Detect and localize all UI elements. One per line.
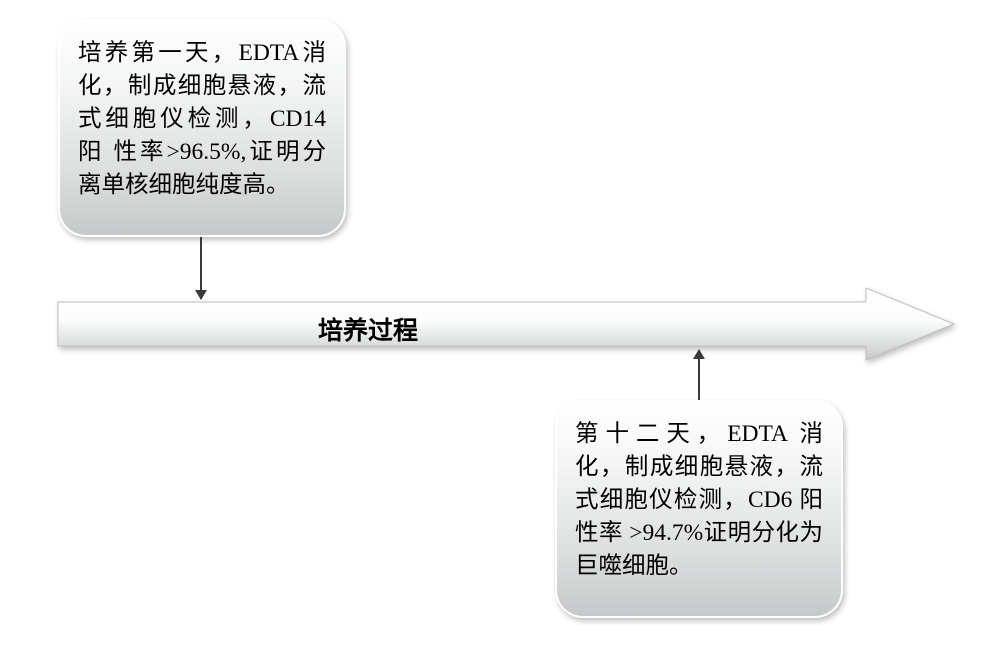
timeline-arrow: [58, 300, 956, 348]
connector-bottom: [698, 350, 700, 400]
callout-box-day12: 第十二天，EDTA 消化，制成细胞悬液，流式细胞仪检测，CD6 阳性率 >94.…: [555, 400, 843, 618]
connector-top: [200, 237, 202, 299]
timeline-arrow-label: 培养过程: [318, 311, 418, 347]
callout-box-day1: 培养第一天，EDTA消化，制成细胞悬液，流式细胞仪检测，CD14 阳 性率>96…: [58, 19, 346, 237]
